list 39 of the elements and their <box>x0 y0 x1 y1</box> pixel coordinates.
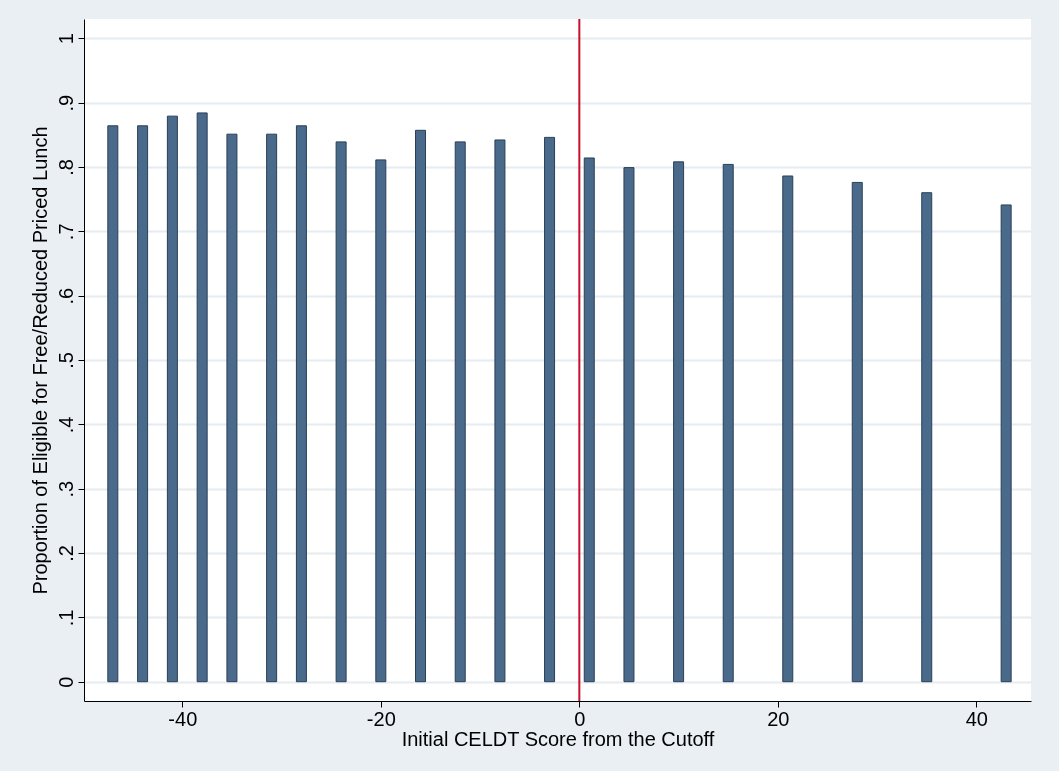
x-tick-label: 40 <box>965 707 988 730</box>
y-tick-label: 0 <box>54 676 77 688</box>
y-tick-label: .6 <box>54 287 77 305</box>
x-axis-title: Initial CELDT Score from the Cutoff <box>401 727 715 750</box>
bar <box>415 129 427 683</box>
y-tick-label: .2 <box>54 545 77 562</box>
bar <box>335 141 347 683</box>
y-tick-label: .7 <box>54 223 77 241</box>
bar <box>851 181 863 683</box>
x-tick-label: -40 <box>168 707 198 730</box>
y-tick-label: .9 <box>54 94 77 112</box>
bar <box>583 157 595 683</box>
bar <box>375 159 387 683</box>
bar <box>295 125 307 683</box>
y-tick-label: .5 <box>54 352 77 369</box>
y-tick-label: .3 <box>54 480 77 498</box>
y-tick-label: 1 <box>54 33 77 45</box>
bar <box>921 192 933 683</box>
x-tick-label: 0 <box>574 707 586 730</box>
bar <box>494 139 506 683</box>
bar <box>1000 204 1012 683</box>
bar <box>107 125 119 683</box>
bar <box>196 112 208 683</box>
y-tick-label: .8 <box>54 159 77 176</box>
bar <box>166 115 178 683</box>
bar <box>782 175 794 683</box>
bar <box>722 163 734 683</box>
y-axis-title: Proportion of Eligible for Free/Reduced Priced Lunch <box>28 126 51 595</box>
bar <box>454 141 466 683</box>
y-tick-label: .1 <box>54 609 77 627</box>
x-tick-label: -20 <box>366 707 396 730</box>
bar <box>226 133 238 683</box>
y-tick-label: .4 <box>54 416 77 434</box>
bar <box>673 161 685 683</box>
bar <box>137 125 149 683</box>
x-tick-label: 20 <box>767 707 790 730</box>
bar <box>266 133 278 683</box>
bar <box>544 136 556 683</box>
bar <box>623 167 635 683</box>
